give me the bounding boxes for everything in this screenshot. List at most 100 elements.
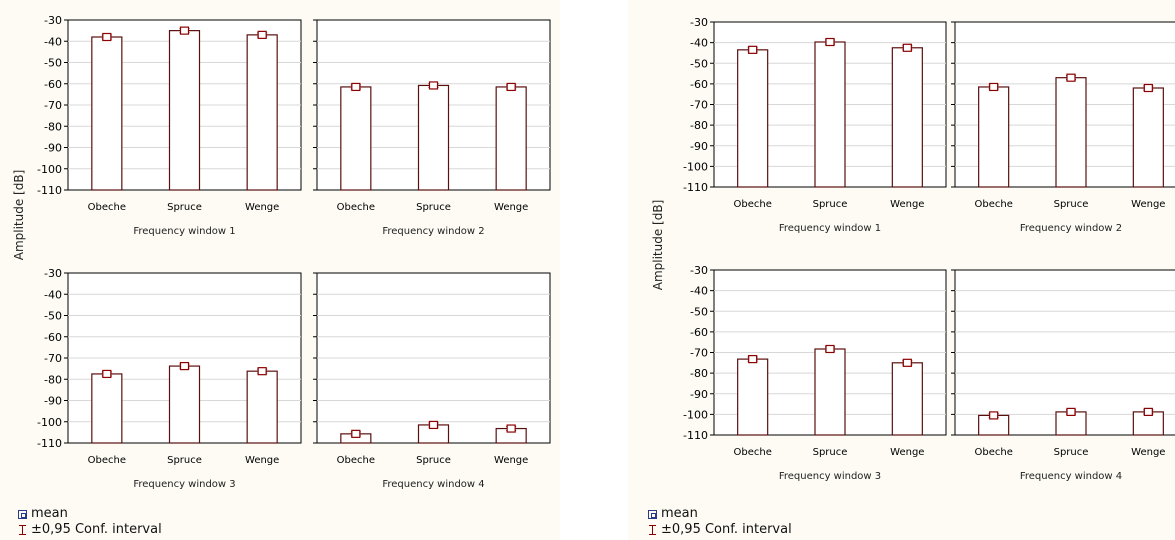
y-tick-label: -60 <box>44 331 62 344</box>
y-tick-label: -80 <box>44 120 62 133</box>
mean-marker <box>179 361 190 371</box>
legend-ci-label: ±0,95 Conf. interval <box>661 522 792 537</box>
mean-marker <box>102 369 112 379</box>
category-label: Obeche <box>974 199 1012 210</box>
y-tick-label: -40 <box>690 285 708 298</box>
category-label: Spruce <box>167 202 202 213</box>
y-tick-label: -40 <box>44 288 62 301</box>
y-tick-label: -30 <box>690 264 708 277</box>
y-tick-label: -110 <box>37 184 62 197</box>
bar <box>91 36 123 191</box>
y-tick-label: -100 <box>37 416 62 429</box>
y-tick-label: -50 <box>44 57 62 70</box>
category-label: Wenge <box>494 455 528 466</box>
mean-marker <box>748 45 758 54</box>
right-legend: mean ±0,95 Conf. interval <box>648 506 792 538</box>
category-label: Obeche <box>974 447 1012 458</box>
y-tick-label: -90 <box>44 142 62 155</box>
y-tick-label: -70 <box>690 347 708 360</box>
mean-marker <box>989 82 999 92</box>
mean-marker <box>102 32 112 42</box>
right-chart-svg: Amplitude [dB] -30 -40 -50 -60 -70 -80 -90 -100 -… <box>651 16 1175 482</box>
y-tick-label: -100 <box>37 163 62 176</box>
y-tick-label: -70 <box>44 352 62 365</box>
y-tick-label: -80 <box>690 119 708 132</box>
y-tick-label: -90 <box>690 140 708 153</box>
bar <box>168 30 201 191</box>
y-tick-label: -110 <box>37 437 62 450</box>
mean-marker <box>351 82 361 92</box>
mean-marker <box>825 37 835 47</box>
y-tick-label: -100 <box>683 160 708 173</box>
mean-marker <box>257 367 267 376</box>
bar <box>246 370 278 444</box>
category-label: Spruce <box>416 455 451 466</box>
y-axis-label: Amplitude [dB] <box>12 170 26 261</box>
panel-title: Frequency window 1 <box>133 226 235 237</box>
category-label: Spruce <box>1054 199 1089 210</box>
legend-mean-label: mean <box>661 506 698 521</box>
category-label: Spruce <box>1054 447 1089 458</box>
category-label: Spruce <box>416 202 451 213</box>
bar <box>814 348 846 436</box>
bar <box>737 358 769 436</box>
bar <box>340 86 372 191</box>
bar <box>1055 77 1087 188</box>
right-figure: Amplitude [dB] -30 -40 -50 -60 -70 -80 -90 -100 -… <box>628 0 1175 540</box>
bar <box>417 84 450 191</box>
y-tick-label: -70 <box>690 99 708 112</box>
bar <box>978 86 1010 188</box>
category-label: Wenge <box>245 202 279 213</box>
mean-marker <box>1066 73 1076 82</box>
y-tick-label: -60 <box>44 78 62 91</box>
y-tick-label: -30 <box>44 14 62 27</box>
mean-marker <box>902 43 912 52</box>
bar <box>495 86 527 191</box>
legend-ci-label: ±0,95 Conf. interval <box>31 522 162 537</box>
mean-marker <box>748 355 758 364</box>
mean-marker <box>902 358 912 367</box>
y-tick-label: -110 <box>683 181 708 194</box>
mean-marker <box>428 81 439 90</box>
y-tick-label: -50 <box>690 305 708 318</box>
panel-title: Frequency window 3 <box>779 471 881 482</box>
panel-title: Frequency window 2 <box>1020 223 1122 234</box>
mean-marker <box>825 344 835 354</box>
bar <box>737 49 769 188</box>
category-label: Wenge <box>1131 447 1165 458</box>
category-label: Obeche <box>88 455 126 466</box>
legend-mean-label: mean <box>31 506 68 521</box>
ci-whisker-icon <box>18 524 27 536</box>
panel-title: Frequency window 2 <box>382 226 484 237</box>
category-label: Obeche <box>337 455 375 466</box>
y-tick-label: -60 <box>690 326 708 339</box>
y-tick-label: -80 <box>44 373 62 386</box>
mean-marker-icon <box>648 509 657 519</box>
mean-marker-icon <box>18 509 27 519</box>
category-label: Obeche <box>733 447 771 458</box>
mean-marker <box>506 82 516 92</box>
left-figure: Amplitude [dB] -30 -40 -50 -60 -70 -80 -90 -100 -… <box>0 0 560 540</box>
bar <box>891 362 923 436</box>
category-label: Obeche <box>337 202 375 213</box>
panel-title: Frequency window 3 <box>133 479 235 490</box>
y-axis-label: Amplitude [dB] <box>651 200 665 291</box>
y-tick-label: -50 <box>690 57 708 70</box>
category-label: Wenge <box>494 202 528 213</box>
bar <box>1132 87 1164 188</box>
y-tick-label: -40 <box>690 37 708 50</box>
category-label: Spruce <box>813 199 848 210</box>
y-tick-label: -30 <box>44 267 62 280</box>
ci-whisker-icon <box>648 524 657 536</box>
bar <box>168 365 201 444</box>
mean-marker <box>428 420 439 430</box>
y-tick-label: -90 <box>44 395 62 408</box>
y-tick-label: -60 <box>690 78 708 91</box>
panel-title: Frequency window 4 <box>382 479 484 490</box>
category-label: Obeche <box>733 199 771 210</box>
mean-marker <box>1143 83 1153 93</box>
y-tick-label: -110 <box>683 429 708 442</box>
panel-title: Frequency window 4 <box>1020 471 1122 482</box>
mean-marker <box>351 429 361 438</box>
y-tick-label: -70 <box>44 99 62 112</box>
